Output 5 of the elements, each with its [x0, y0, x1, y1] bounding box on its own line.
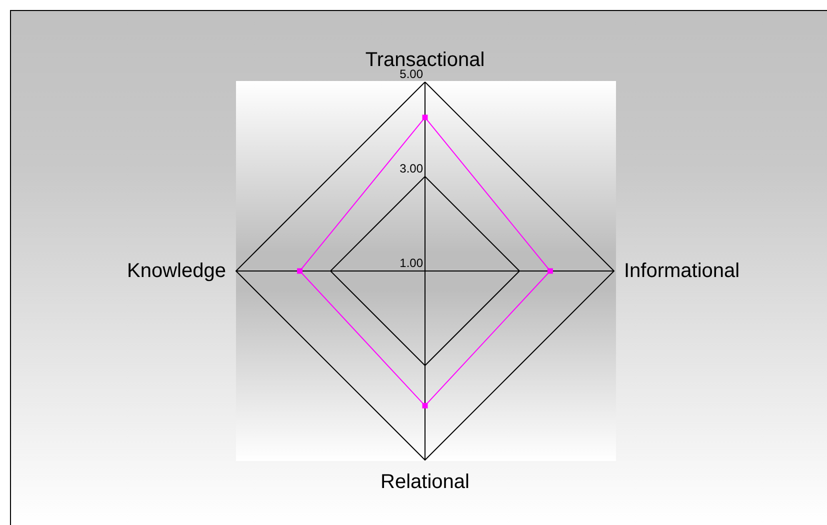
- spoke-label: Relational: [380, 471, 470, 493]
- spoke-label: Knowledge: [127, 260, 226, 282]
- spoke-label: Informational: [624, 260, 740, 282]
- y-tick-label: 3.00: [400, 162, 424, 176]
- y-tick-label: 1.00: [400, 256, 424, 270]
